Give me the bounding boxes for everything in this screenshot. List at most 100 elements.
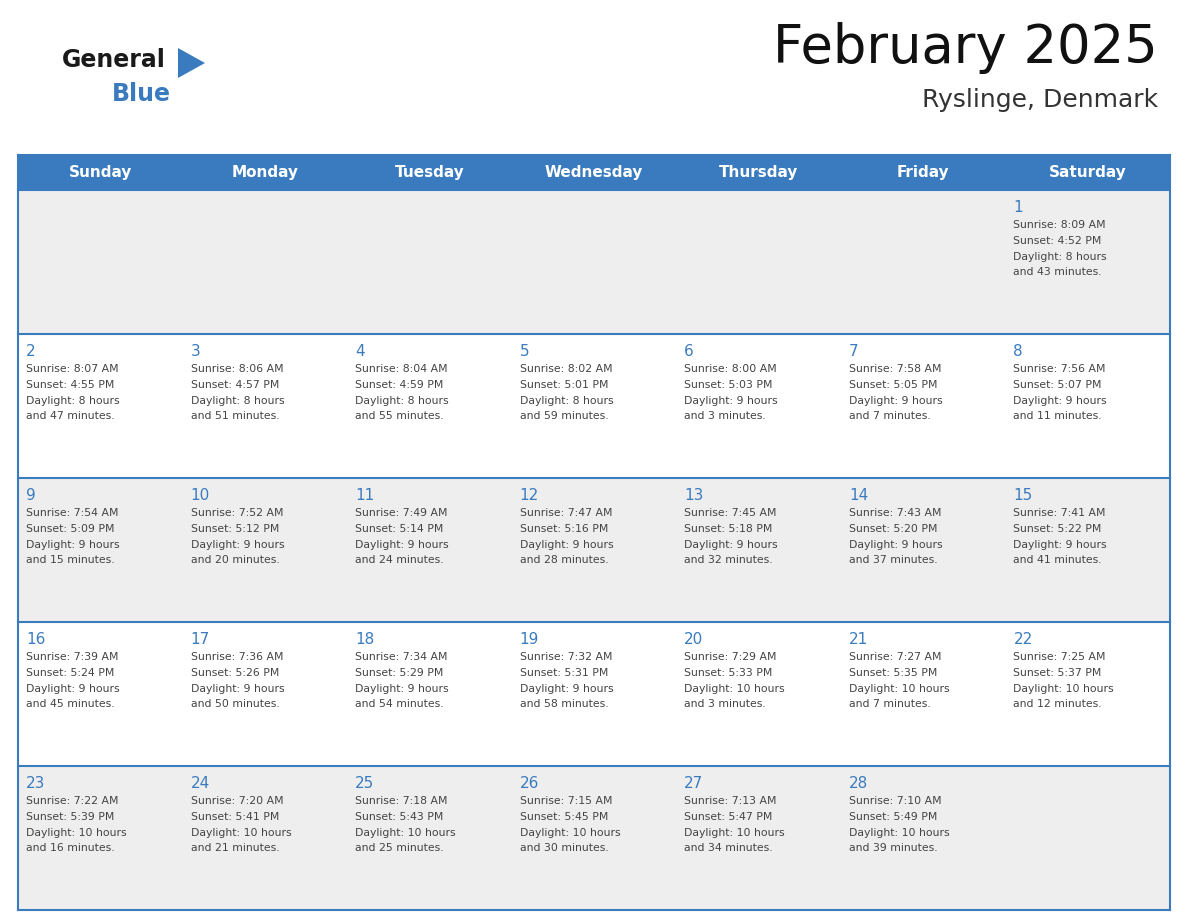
Text: Daylight: 9 hours: Daylight: 9 hours <box>1013 396 1107 406</box>
Text: Daylight: 9 hours: Daylight: 9 hours <box>26 684 120 694</box>
Text: and 16 minutes.: and 16 minutes. <box>26 843 114 853</box>
Text: Sunrise: 8:02 AM: Sunrise: 8:02 AM <box>519 364 612 374</box>
Text: 2: 2 <box>26 344 36 359</box>
Text: Daylight: 8 hours: Daylight: 8 hours <box>519 396 613 406</box>
Text: 15: 15 <box>1013 488 1032 503</box>
Text: 5: 5 <box>519 344 530 359</box>
Text: 26: 26 <box>519 776 539 791</box>
Text: and 3 minutes.: and 3 minutes. <box>684 411 766 421</box>
Text: Sunrise: 7:39 AM: Sunrise: 7:39 AM <box>26 652 119 662</box>
Text: 3: 3 <box>190 344 201 359</box>
Text: Sunrise: 8:09 AM: Sunrise: 8:09 AM <box>1013 220 1106 230</box>
Text: Daylight: 9 hours: Daylight: 9 hours <box>355 684 449 694</box>
Text: and 28 minutes.: and 28 minutes. <box>519 555 608 565</box>
Text: and 20 minutes.: and 20 minutes. <box>190 555 279 565</box>
Text: Daylight: 10 hours: Daylight: 10 hours <box>355 828 456 838</box>
Text: Daylight: 9 hours: Daylight: 9 hours <box>519 540 613 550</box>
Text: Sunset: 5:35 PM: Sunset: 5:35 PM <box>849 668 937 678</box>
Text: Sunrise: 7:47 AM: Sunrise: 7:47 AM <box>519 508 612 518</box>
Text: Daylight: 10 hours: Daylight: 10 hours <box>190 828 291 838</box>
Text: Daylight: 9 hours: Daylight: 9 hours <box>684 540 778 550</box>
Text: 18: 18 <box>355 632 374 647</box>
Text: Sunrise: 7:18 AM: Sunrise: 7:18 AM <box>355 796 448 806</box>
Text: Sunset: 4:57 PM: Sunset: 4:57 PM <box>190 380 279 390</box>
Text: 6: 6 <box>684 344 694 359</box>
Text: Daylight: 9 hours: Daylight: 9 hours <box>849 396 942 406</box>
Text: Daylight: 9 hours: Daylight: 9 hours <box>190 684 284 694</box>
Text: 25: 25 <box>355 776 374 791</box>
Text: Sunset: 5:01 PM: Sunset: 5:01 PM <box>519 380 608 390</box>
Text: and 32 minutes.: and 32 minutes. <box>684 555 773 565</box>
Text: 12: 12 <box>519 488 539 503</box>
Text: Sunrise: 7:32 AM: Sunrise: 7:32 AM <box>519 652 612 662</box>
Text: February 2025: February 2025 <box>773 22 1158 74</box>
Text: and 41 minutes.: and 41 minutes. <box>1013 555 1102 565</box>
Text: and 7 minutes.: and 7 minutes. <box>849 411 930 421</box>
Text: Sunrise: 7:10 AM: Sunrise: 7:10 AM <box>849 796 941 806</box>
Text: and 24 minutes.: and 24 minutes. <box>355 555 444 565</box>
Polygon shape <box>178 48 206 78</box>
Text: Daylight: 9 hours: Daylight: 9 hours <box>684 396 778 406</box>
Text: Sunrise: 7:56 AM: Sunrise: 7:56 AM <box>1013 364 1106 374</box>
Text: 14: 14 <box>849 488 868 503</box>
Text: and 43 minutes.: and 43 minutes. <box>1013 267 1102 277</box>
Text: Sunset: 5:07 PM: Sunset: 5:07 PM <box>1013 380 1102 390</box>
Text: and 37 minutes.: and 37 minutes. <box>849 555 937 565</box>
Text: Daylight: 8 hours: Daylight: 8 hours <box>1013 252 1107 262</box>
Text: and 51 minutes.: and 51 minutes. <box>190 411 279 421</box>
Text: 10: 10 <box>190 488 210 503</box>
Text: and 45 minutes.: and 45 minutes. <box>26 699 114 709</box>
Text: Ryslinge, Denmark: Ryslinge, Denmark <box>922 88 1158 112</box>
Text: Daylight: 10 hours: Daylight: 10 hours <box>1013 684 1114 694</box>
Text: Daylight: 9 hours: Daylight: 9 hours <box>1013 540 1107 550</box>
Text: and 58 minutes.: and 58 minutes. <box>519 699 608 709</box>
Text: Daylight: 10 hours: Daylight: 10 hours <box>684 828 785 838</box>
Text: Sunset: 5:33 PM: Sunset: 5:33 PM <box>684 668 772 678</box>
Text: Sunset: 5:14 PM: Sunset: 5:14 PM <box>355 524 443 534</box>
Text: Sunrise: 7:58 AM: Sunrise: 7:58 AM <box>849 364 941 374</box>
Text: 28: 28 <box>849 776 868 791</box>
Text: Sunday: Sunday <box>69 165 132 180</box>
Bar <box>18 478 1170 622</box>
Text: Sunset: 5:22 PM: Sunset: 5:22 PM <box>1013 524 1101 534</box>
Text: and 12 minutes.: and 12 minutes. <box>1013 699 1102 709</box>
Text: Sunrise: 7:49 AM: Sunrise: 7:49 AM <box>355 508 448 518</box>
Text: and 39 minutes.: and 39 minutes. <box>849 843 937 853</box>
Text: Daylight: 9 hours: Daylight: 9 hours <box>26 540 120 550</box>
Text: Sunset: 5:45 PM: Sunset: 5:45 PM <box>519 812 608 822</box>
Text: and 34 minutes.: and 34 minutes. <box>684 843 773 853</box>
Text: Sunset: 5:43 PM: Sunset: 5:43 PM <box>355 812 443 822</box>
Text: Daylight: 9 hours: Daylight: 9 hours <box>519 684 613 694</box>
Text: and 30 minutes.: and 30 minutes. <box>519 843 608 853</box>
Text: Sunrise: 7:54 AM: Sunrise: 7:54 AM <box>26 508 119 518</box>
Text: 19: 19 <box>519 632 539 647</box>
Text: Sunset: 4:59 PM: Sunset: 4:59 PM <box>355 380 443 390</box>
Bar <box>18 622 1170 766</box>
Text: Daylight: 9 hours: Daylight: 9 hours <box>355 540 449 550</box>
Text: Friday: Friday <box>897 165 949 180</box>
Text: and 7 minutes.: and 7 minutes. <box>849 699 930 709</box>
Text: Sunset: 5:29 PM: Sunset: 5:29 PM <box>355 668 443 678</box>
Text: Sunset: 4:55 PM: Sunset: 4:55 PM <box>26 380 114 390</box>
Text: 23: 23 <box>26 776 45 791</box>
Text: Sunset: 5:24 PM: Sunset: 5:24 PM <box>26 668 114 678</box>
Text: Sunrise: 8:04 AM: Sunrise: 8:04 AM <box>355 364 448 374</box>
Text: Sunrise: 7:25 AM: Sunrise: 7:25 AM <box>1013 652 1106 662</box>
Text: 24: 24 <box>190 776 210 791</box>
Text: Sunrise: 7:45 AM: Sunrise: 7:45 AM <box>684 508 777 518</box>
Text: Sunset: 5:49 PM: Sunset: 5:49 PM <box>849 812 937 822</box>
Text: Sunset: 5:26 PM: Sunset: 5:26 PM <box>190 668 279 678</box>
Text: Sunset: 5:41 PM: Sunset: 5:41 PM <box>190 812 279 822</box>
Text: 27: 27 <box>684 776 703 791</box>
Text: Daylight: 9 hours: Daylight: 9 hours <box>190 540 284 550</box>
Text: Sunrise: 7:29 AM: Sunrise: 7:29 AM <box>684 652 777 662</box>
Text: Daylight: 10 hours: Daylight: 10 hours <box>849 684 949 694</box>
Text: Sunrise: 7:15 AM: Sunrise: 7:15 AM <box>519 796 612 806</box>
Text: and 54 minutes.: and 54 minutes. <box>355 699 444 709</box>
Text: Sunset: 5:09 PM: Sunset: 5:09 PM <box>26 524 114 534</box>
Text: and 15 minutes.: and 15 minutes. <box>26 555 114 565</box>
Text: General: General <box>62 48 166 72</box>
Text: Sunrise: 7:43 AM: Sunrise: 7:43 AM <box>849 508 941 518</box>
Text: Sunset: 5:03 PM: Sunset: 5:03 PM <box>684 380 772 390</box>
Text: Sunset: 5:20 PM: Sunset: 5:20 PM <box>849 524 937 534</box>
